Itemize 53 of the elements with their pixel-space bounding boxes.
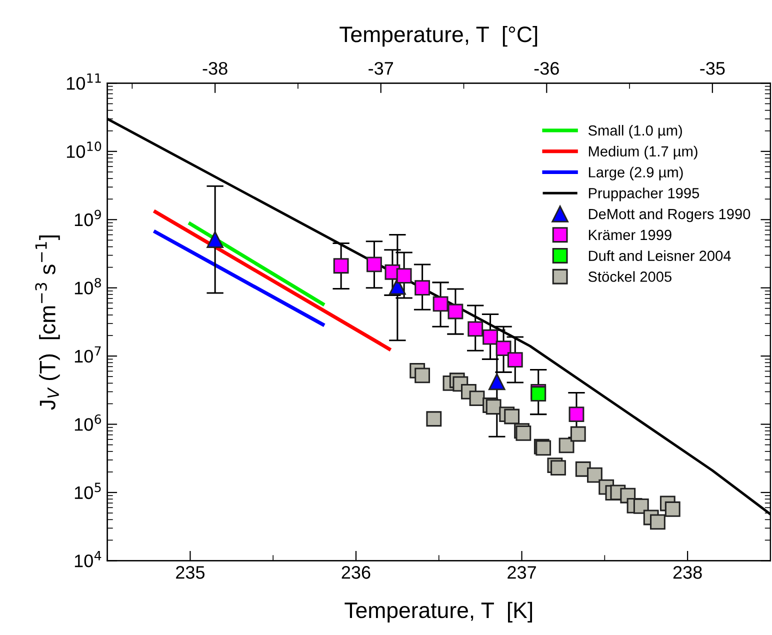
x-tick-label: 237	[508, 566, 536, 579]
y-tick-label: 10$^{11}$	[66, 73, 101, 90]
legend-label: Duft and Leisner 2004	[588, 250, 731, 261]
point	[469, 390, 485, 406]
point	[488, 373, 506, 390]
x2-tick-label: -36	[534, 62, 559, 75]
legend-label: Pruppacher 1995	[588, 188, 700, 202]
point	[558, 438, 574, 454]
x-tick-label: 236	[342, 566, 370, 579]
point	[432, 296, 448, 312]
point	[414, 368, 430, 384]
point	[396, 268, 412, 284]
y-tick-label: 10$^{4}$	[74, 550, 102, 568]
legend-label: Large (2.9 µm)	[588, 166, 683, 180]
legend-label: Stöckel 2005	[588, 271, 672, 282]
x-tick-label: 238	[673, 566, 702, 579]
point	[570, 426, 586, 442]
y-tick-label: 10$^{7}$	[74, 346, 101, 363]
point	[587, 467, 602, 483]
point	[650, 514, 666, 530]
x2-tick-label: -38	[202, 62, 228, 75]
y-tick-label: 10$^{9}$	[74, 210, 101, 226]
point	[486, 399, 502, 415]
point	[568, 406, 584, 422]
legend-label: Small (1.0 µm)	[588, 124, 682, 139]
point	[504, 408, 520, 424]
x-axis-title: Temperature, T [K]	[344, 602, 532, 623]
legend-label: DeMott and Rogers 1990	[588, 208, 750, 222]
point	[633, 498, 649, 514]
legend-label: Medium (1.7 µm)	[588, 146, 698, 160]
x2-axis-title: Temperature, T [°C]	[340, 26, 538, 47]
point	[468, 321, 484, 337]
point	[426, 411, 442, 427]
legend-label: Krämer 1999	[588, 230, 672, 240]
x2-tick-label: -35	[700, 62, 725, 75]
y-tick-label: 10$^{8}$	[74, 278, 101, 294]
x2-tick-label: -37	[368, 62, 393, 75]
y-tick-label: 10$^{10}$	[66, 142, 102, 158]
point	[550, 460, 566, 476]
point	[507, 352, 523, 368]
point	[333, 258, 349, 274]
y-tick-label: 10$^{5}$	[74, 482, 101, 500]
point	[206, 231, 224, 248]
point	[414, 280, 430, 296]
point	[482, 329, 498, 345]
point	[448, 304, 464, 320]
point	[366, 256, 382, 272]
y-axis-title: J$_{V}$ (T) [cm$^{−3}$ s$^{−1}$]	[35, 236, 60, 410]
point	[664, 501, 680, 517]
point	[496, 340, 512, 356]
y-tick-label: 10$^{6}$	[74, 414, 102, 431]
point	[389, 278, 406, 295]
x-tick-label: 235	[176, 566, 205, 579]
